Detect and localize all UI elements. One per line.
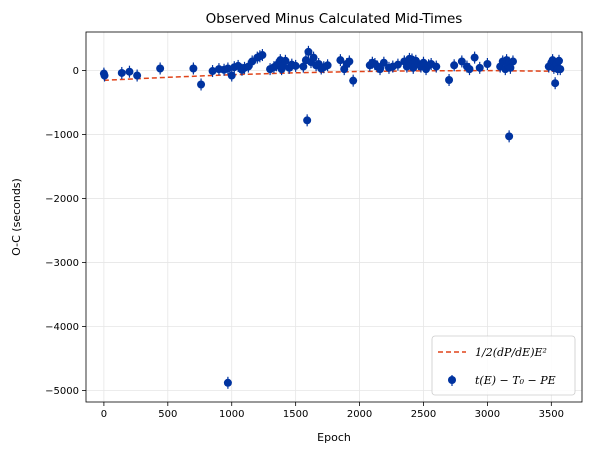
x-tick-label: 2000 <box>347 409 372 420</box>
x-axis-title: Epoch <box>317 431 351 444</box>
y-tick-label: −3000 <box>45 258 79 269</box>
legend: 1/2(dP/dE)E² t(E) − T₀ − PE <box>431 335 576 396</box>
x-tick-label: 1000 <box>219 409 244 420</box>
data-point <box>445 76 454 85</box>
x-axis: 0 500 1000 1500 2000 2500 3000 3500 <box>101 402 564 420</box>
data-point <box>223 64 232 73</box>
fit-curve-group <box>103 69 560 82</box>
data-point <box>100 71 109 80</box>
data-point <box>156 64 165 73</box>
x-tick-label: 3000 <box>475 409 500 420</box>
y-tick-label: −1000 <box>45 130 79 141</box>
data-point <box>554 56 563 65</box>
data-point <box>551 79 560 88</box>
data-point <box>304 47 313 56</box>
data-point <box>556 65 565 74</box>
data-point <box>465 65 474 74</box>
legend-box <box>431 335 576 396</box>
data-point <box>349 76 358 85</box>
plot-frame <box>85 31 583 403</box>
data-point <box>379 58 388 67</box>
data-point <box>303 116 312 125</box>
y-tick-label: −4000 <box>45 322 79 333</box>
data-point <box>345 57 354 66</box>
data-point <box>450 61 459 70</box>
data-point <box>197 80 206 89</box>
data-point <box>133 71 142 80</box>
legend-points-label: t(E) − T₀ − PE <box>475 374 556 387</box>
x-tick-label: 500 <box>158 409 177 420</box>
data-point <box>258 51 267 60</box>
x-tick-label: 1500 <box>283 409 308 420</box>
data-point <box>508 57 517 66</box>
legend-points-swatch <box>448 376 456 384</box>
fit-curve <box>103 69 560 82</box>
data-point <box>223 378 232 387</box>
y-axis-title: O-C (seconds) <box>10 178 23 256</box>
data-point <box>291 61 300 70</box>
data-point <box>483 60 492 69</box>
data-point <box>189 64 198 73</box>
data-point <box>125 67 134 76</box>
data-point <box>376 65 385 74</box>
data-point <box>323 61 332 70</box>
x-tick-label: 3500 <box>539 409 564 420</box>
data-point <box>281 56 290 65</box>
legend-fit-label: 1/2(dP/dE)E² <box>475 346 547 359</box>
chart-title: Observed Minus Calculated Mid-Times <box>206 11 463 27</box>
x-tick-label: 0 <box>101 409 107 420</box>
y-tick-label: −2000 <box>45 194 79 205</box>
data-point <box>117 68 126 77</box>
data-point <box>470 53 479 62</box>
data-point <box>457 57 466 66</box>
data-point <box>393 60 402 69</box>
data-point <box>227 71 236 80</box>
y-tick-label: 0 <box>73 66 79 77</box>
data-point <box>475 63 484 72</box>
grid <box>86 32 582 402</box>
y-axis: 0 −1000 −2000 −3000 −4000 −5000 <box>45 66 86 397</box>
points-group <box>99 45 565 389</box>
data-point <box>336 56 345 65</box>
x-tick-label: 2500 <box>411 409 436 420</box>
data-point <box>208 67 217 76</box>
data-point <box>505 132 514 141</box>
data-point <box>432 62 441 71</box>
y-tick-label: −5000 <box>45 386 79 397</box>
